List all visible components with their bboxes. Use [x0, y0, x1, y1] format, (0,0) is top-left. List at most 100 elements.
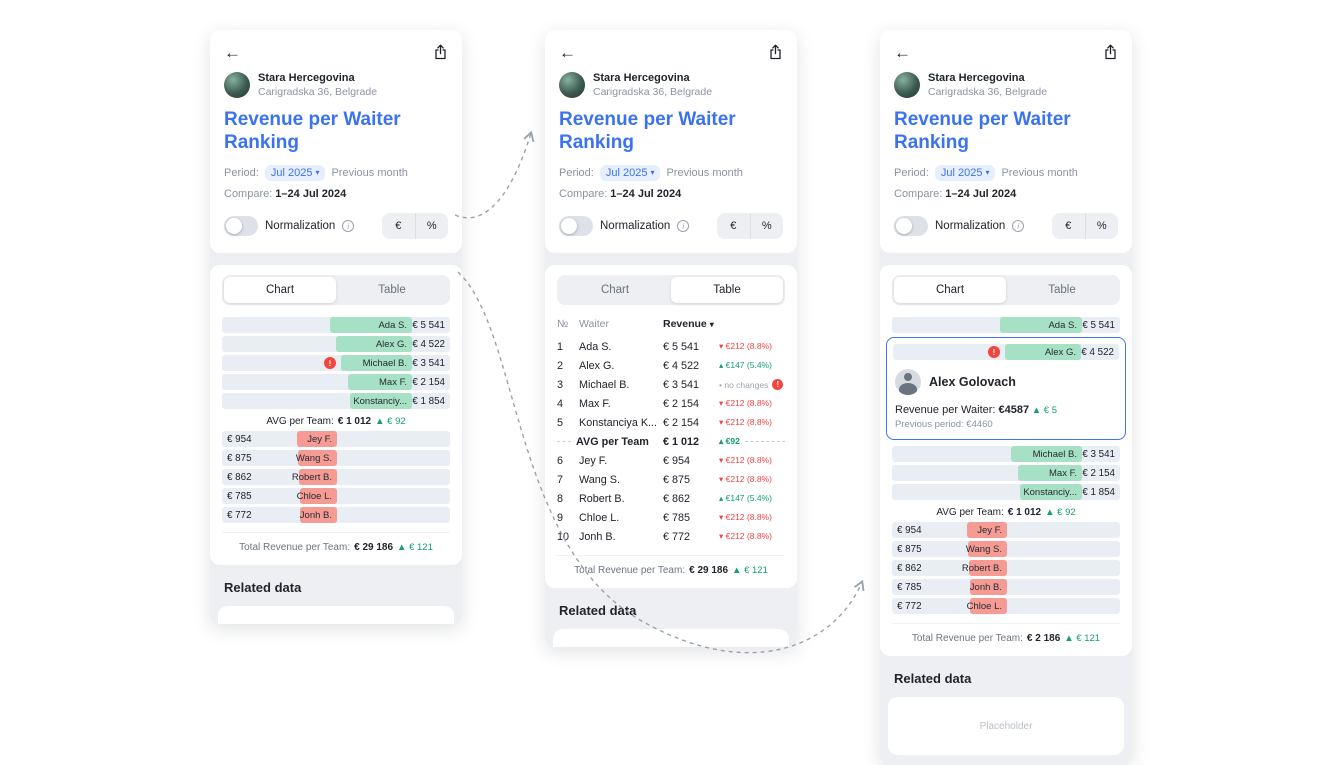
table-row[interactable]: 7 Wang S. € 875 ▾ €212 (8.8%) [557, 470, 785, 489]
revenue-cell: € 2 154 ▾ €212 (8.8%) [663, 417, 785, 429]
restaurant-address: Carigradska 36, Belgrade [258, 85, 378, 98]
revenue-cell: € 4 522 ▴ €147 (5.4%) [663, 360, 785, 372]
revenue-delta: ▾ €212 (8.8%) [719, 512, 772, 523]
chart-bar-row[interactable]: Ada S. € 5 541 [892, 317, 1120, 334]
chart-bar-row[interactable]: Max F. € 2 154 [892, 465, 1120, 482]
chart-bar-row[interactable]: € 862 Robert B. [222, 469, 450, 486]
chart-bar-row[interactable]: € 772 Jonh B. [222, 507, 450, 524]
metric-value: €4587 [998, 404, 1030, 417]
chart-bar-row[interactable]: € 875 Wang S. [222, 450, 450, 467]
tab-chart[interactable]: Chart [600, 284, 630, 297]
tab-table[interactable]: Table [1048, 284, 1076, 297]
up-arrow-icon: ▲ [1064, 633, 1074, 645]
chart-bar-row[interactable]: Alex G. € 4 522 [222, 336, 450, 353]
period-selector[interactable]: Jul 2025 ▾ [599, 165, 661, 182]
total-delta: ▲ € 121 [1064, 633, 1101, 645]
ranking-card: Chart Table № Waiter Revenue ▾ 1 Ada S. € 5… [545, 265, 797, 589]
revenue-value: € 2 154 [663, 416, 700, 429]
back-button[interactable]: ← [224, 42, 241, 62]
waiter-name: Konstanciya K... [579, 416, 658, 429]
table-row[interactable]: 4 Max F. € 2 154 ▾ €212 (8.8%) [557, 394, 785, 413]
unit-switch[interactable]: € % [1052, 213, 1118, 240]
revenue-cell: € 2 154 ▾ €212 (8.8%) [663, 398, 785, 410]
table-row[interactable]: 1 Ada S. € 5 541 ▾ €212 (8.8%) [557, 337, 785, 356]
up-arrow-icon: ▲ [1045, 507, 1055, 519]
revenue-cell: € 785 ▾ €212 (8.8%) [663, 512, 785, 524]
share-button[interactable] [768, 44, 783, 60]
tab-chart[interactable]: Chart [894, 277, 1006, 304]
column-revenue-sort[interactable]: Revenue ▾ [663, 318, 714, 331]
chart-bar-row[interactable]: Ada S. € 5 541 [222, 317, 450, 334]
ranking-card: Chart Table Ada S. € 5 541 Alex G. € 4 522 M… [210, 265, 462, 566]
avg-per-team-row: AVG per Team: € 1 012 ▲ € 92 [222, 416, 450, 427]
period-selector[interactable]: Jul 2025 ▾ [264, 165, 326, 182]
chart-bar-row[interactable]: € 785 Chloe L. [222, 488, 450, 505]
bar-value: € 785 [227, 490, 252, 502]
chart-bar-row[interactable]: Max F. € 2 154 [222, 374, 450, 391]
chart-bar-row[interactable]: € 954 Jey F. [222, 431, 450, 448]
unit-pct-option[interactable]: % [426, 220, 437, 233]
period-selector[interactable]: Jul 2025 ▾ [934, 165, 996, 182]
chart-bar-row[interactable]: € 785 Jonh B. [892, 579, 1120, 596]
bar-value: € 772 [897, 600, 922, 612]
period-value: Jul 2025 [605, 167, 648, 180]
tab-table[interactable]: Table [378, 284, 406, 297]
back-button[interactable]: ← [894, 42, 911, 62]
section-gap [545, 253, 797, 265]
selected-waiter-card[interactable]: Alex G. € 4 522! Alex Golovach Revenue per … [886, 337, 1126, 441]
chart-bar-row[interactable]: € 875 Wang S. [892, 541, 1120, 558]
chart-bar-row[interactable]: € 772 Chloe L. [892, 598, 1120, 615]
unit-eur-option[interactable]: € [1052, 213, 1086, 240]
normalization-toggle[interactable] [894, 216, 928, 237]
related-data-card: Placeholder [888, 697, 1124, 756]
nav-bar: ← [224, 40, 448, 64]
controls-row: Normalization i € % [894, 213, 1118, 240]
bar-value: € 772 [227, 509, 252, 521]
normalization-toggle[interactable] [559, 216, 593, 237]
info-icon[interactable]: i [677, 220, 690, 233]
normalization-toggle[interactable] [224, 216, 258, 237]
chart-bar-row[interactable]: Konstanciy... € 1 854 [892, 484, 1120, 501]
compare-row: Compare: 1–24 Jul 2024 [224, 188, 448, 200]
table-row[interactable]: 8 Robert B. € 862 ▴ €147 (5.4%) [557, 489, 785, 508]
chart-bar-row[interactable]: Alex G. € 4 522! [893, 344, 1119, 361]
avg-label: AVG per Team [576, 435, 649, 448]
table-row[interactable]: 9 Chloe L. € 785 ▾ €212 (8.8%) [557, 508, 785, 527]
nav-bar: ← [894, 40, 1118, 64]
controls-row: Normalization i € % [559, 213, 783, 240]
back-button[interactable]: ← [559, 42, 576, 62]
share-button[interactable] [433, 44, 448, 60]
chart-bar-row[interactable]: Konstanciy... € 1 854 [222, 393, 450, 410]
chart-bar-row[interactable]: € 862 Robert B. [892, 560, 1120, 577]
info-icon[interactable]: i [1012, 220, 1025, 233]
info-icon[interactable]: i [342, 220, 355, 233]
bar-value: € 875 [227, 452, 252, 464]
column-waiter: Waiter [579, 318, 609, 331]
table-row[interactable]: 10 Jonh B. € 772 ▾ €212 (8.8%) [557, 527, 785, 546]
chart-bar-row[interactable]: € 954 Jey F. [892, 522, 1120, 539]
chart-bar-row[interactable]: Michael B. € 3 541 [892, 446, 1120, 463]
unit-pct-option[interactable]: % [761, 220, 772, 233]
row-number: 3 [557, 378, 564, 391]
unit-pct-option[interactable]: % [1096, 220, 1107, 233]
tab-table[interactable]: Table [671, 277, 783, 304]
revenue-cell: € 875 ▾ €212 (8.8%) [663, 474, 785, 486]
bar-value: € 954 [897, 524, 922, 536]
unit-eur-option[interactable]: € [382, 213, 416, 240]
share-button[interactable] [1103, 44, 1118, 60]
bar-value: € 785 [897, 581, 922, 593]
page-title: Revenue per Waiter Ranking [224, 108, 401, 154]
table-row[interactable]: 3 Michael B. € 3 541 • no changes! [557, 375, 785, 394]
toggle-knob [561, 218, 577, 235]
table-row[interactable]: 5 Konstanciya K... € 2 154 ▾ €212 (8.8%) [557, 413, 785, 432]
bar-value: € 2 154 [412, 376, 445, 388]
waiter-name-label: Chloe L. [296, 490, 332, 502]
tab-chart[interactable]: Chart [224, 277, 336, 304]
unit-switch[interactable]: € % [382, 213, 448, 240]
table-row[interactable]: 2 Alex G. € 4 522 ▴ €147 (5.4%) [557, 356, 785, 375]
share-icon [1105, 44, 1116, 60]
chart-bar-row[interactable]: Michael B. € 3 541! [222, 355, 450, 372]
unit-eur-option[interactable]: € [717, 213, 751, 240]
table-row[interactable]: 6 Jey F. € 954 ▾ €212 (8.8%) [557, 451, 785, 470]
unit-switch[interactable]: € % [717, 213, 783, 240]
